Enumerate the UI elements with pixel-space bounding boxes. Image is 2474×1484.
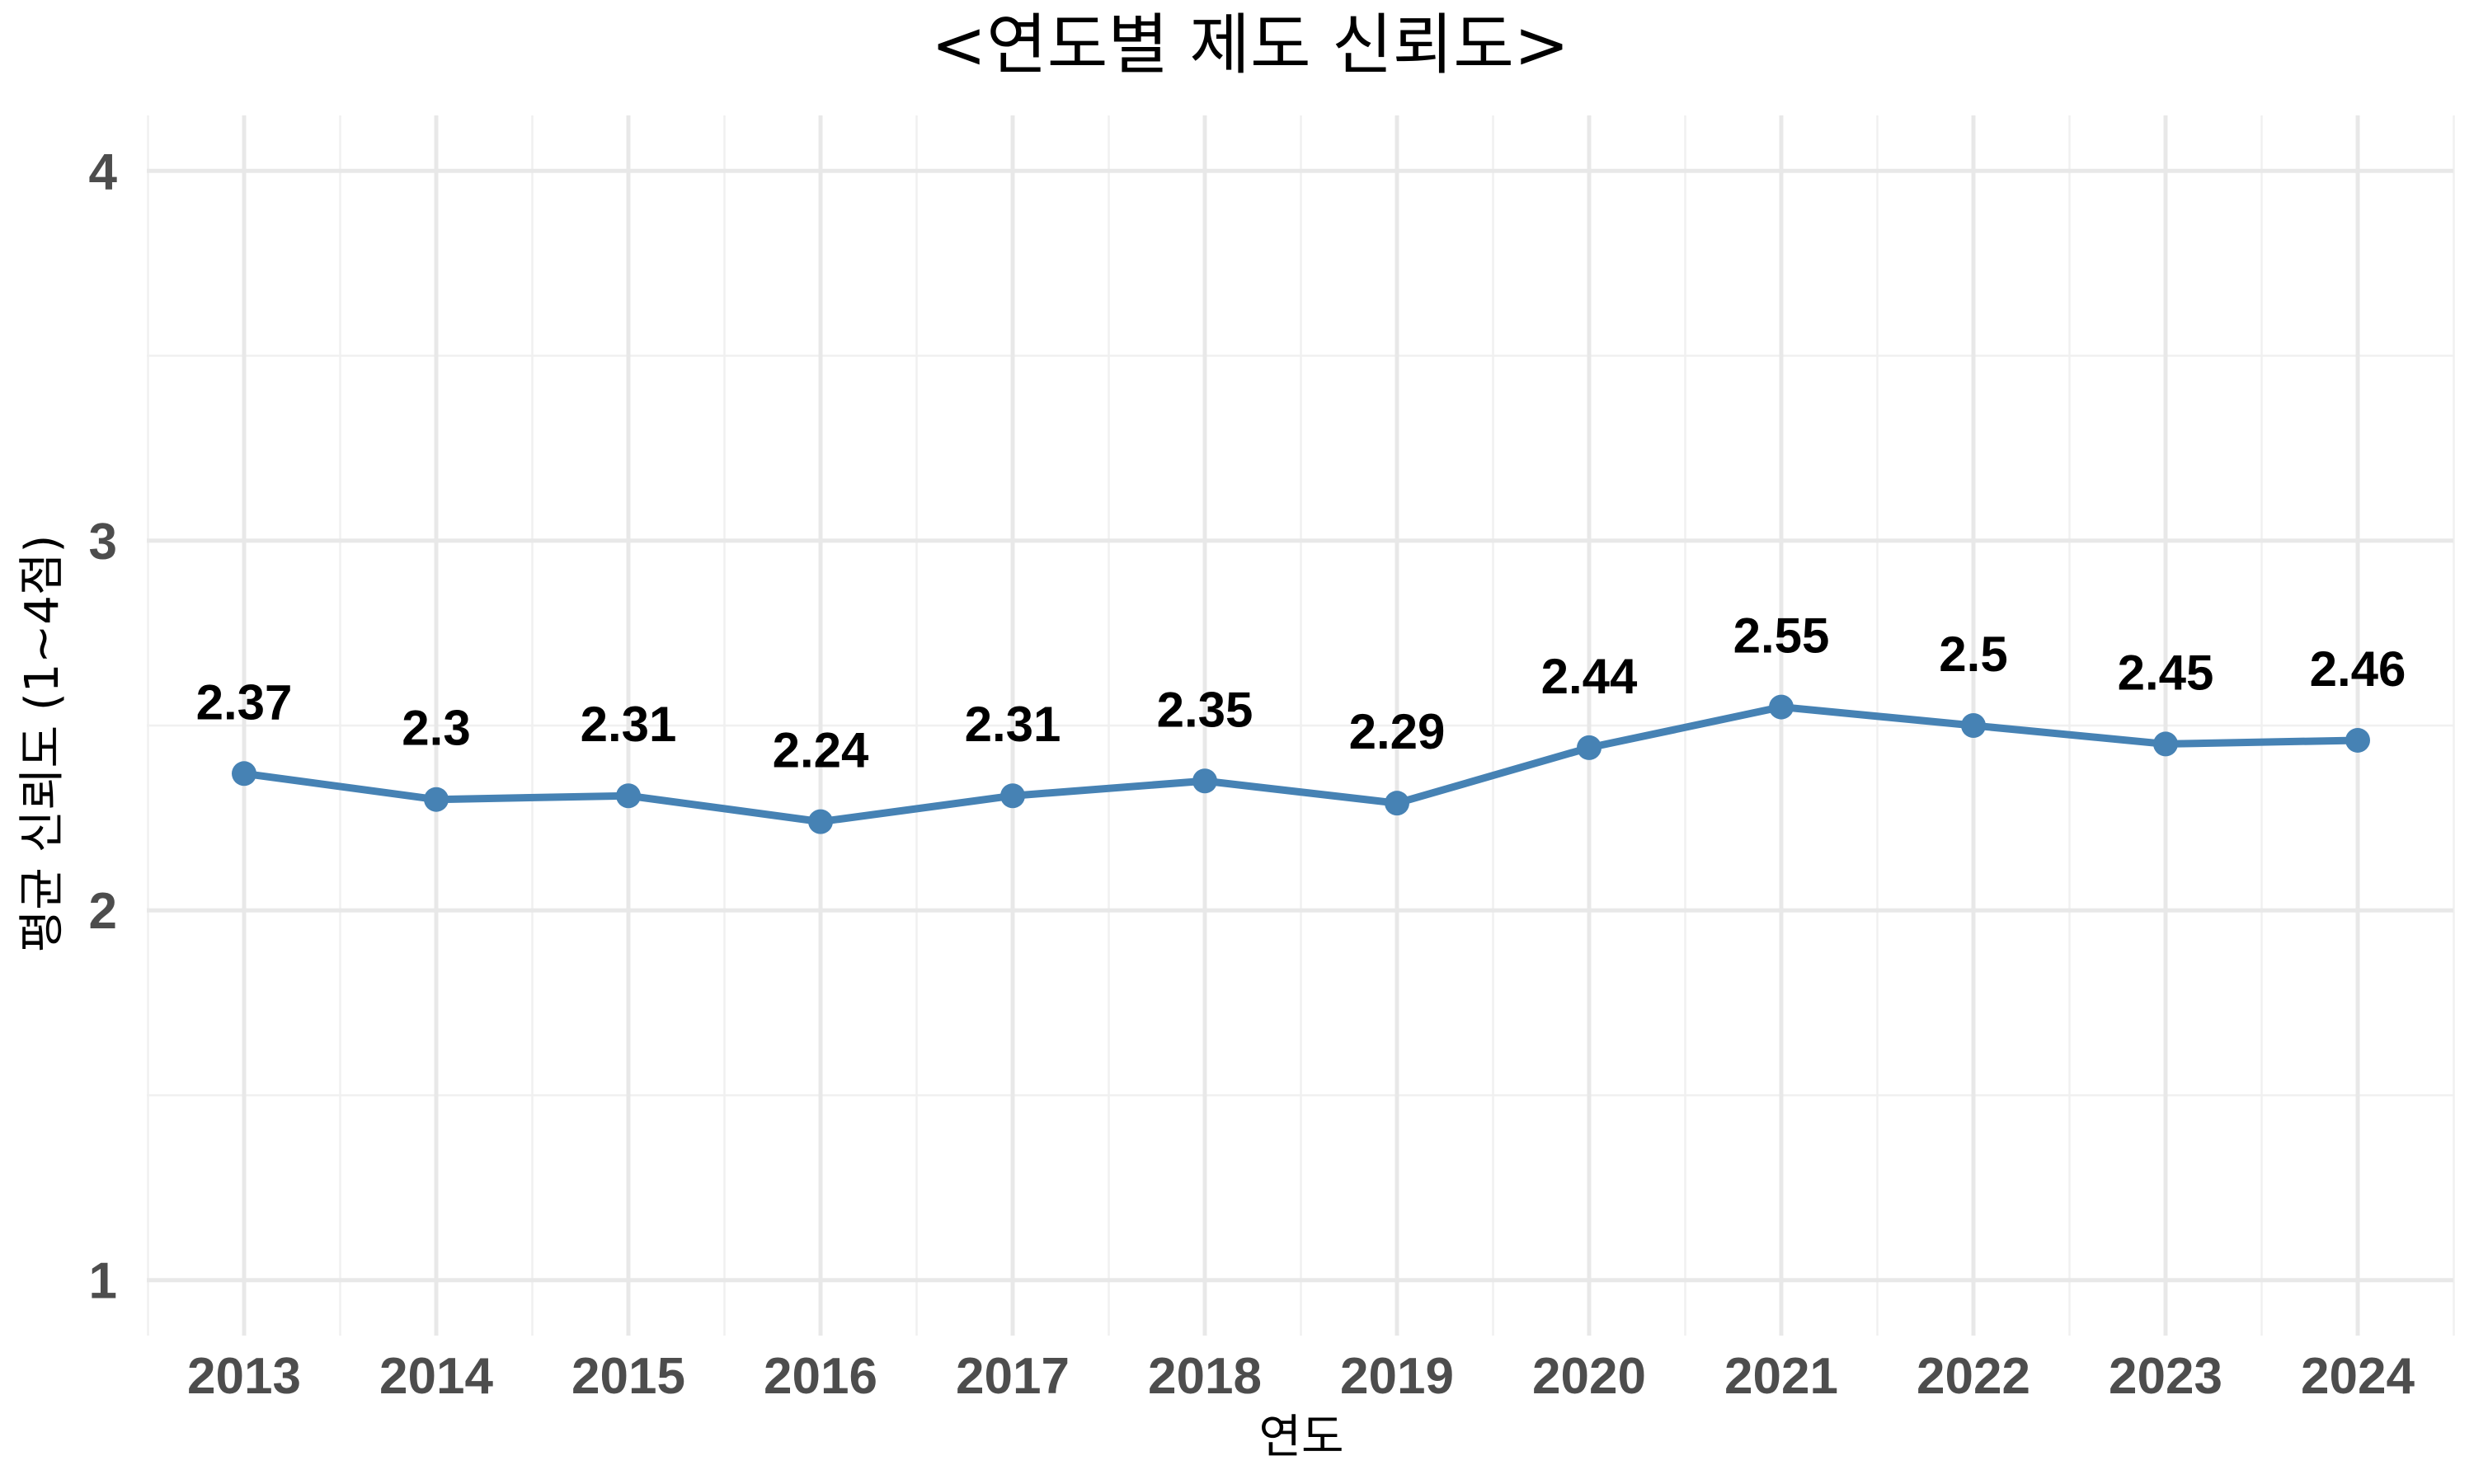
data-points-group	[232, 694, 2370, 834]
x-tick-label: 2018	[1148, 1348, 1262, 1405]
x-tick-label: 2016	[764, 1348, 877, 1405]
data-label-2015: 2.31	[581, 697, 677, 752]
chart-title: <연도별 제도 신뢰도>	[931, 7, 1569, 83]
data-point-2020	[1577, 735, 1602, 760]
x-tick-label: 2022	[1917, 1348, 2030, 1405]
y-tick-label: 1	[89, 1253, 117, 1310]
data-label-2024: 2.46	[2310, 641, 2406, 697]
x-tick-label: 2024	[2301, 1348, 2415, 1405]
y-axis-ticks: 1 2 3 4	[89, 143, 118, 1309]
data-point-2021	[1769, 694, 1794, 720]
data-point-2023	[2153, 731, 2178, 757]
data-point-2013	[232, 761, 256, 787]
data-point-2014	[424, 787, 449, 812]
x-tick-label: 2021	[1724, 1348, 1838, 1405]
x-tick-label: 2019	[1340, 1348, 1454, 1405]
y-tick-label: 3	[89, 514, 117, 571]
data-point-2024	[2345, 727, 2370, 753]
y-tick-label: 2	[89, 883, 117, 940]
data-labels-group: 2.37 2.3 2.31 2.24 2.31 2.35 2.29 2.44 2.55 2.5 2.…	[196, 608, 2406, 778]
x-tick-label: 2020	[1532, 1348, 1646, 1405]
data-label-2014: 2.3	[402, 701, 470, 756]
series-line-group	[240, 703, 2362, 826]
data-label-2017: 2.31	[965, 697, 1061, 752]
x-axis-label: 연도	[1258, 1411, 1343, 1464]
x-tick-label: 2017	[956, 1348, 1070, 1405]
data-point-2015	[616, 783, 641, 809]
data-label-2022: 2.5	[1939, 627, 2007, 682]
x-axis-ticks: 2013 2014 2015 2016 2017 2018 2019 2020 2021 2022…	[187, 1348, 2415, 1405]
data-point-2017	[1000, 783, 1025, 809]
x-tick-label: 2023	[2109, 1348, 2222, 1405]
y-axis-label: 평균 신뢰도 (1~4점)	[16, 535, 69, 953]
data-point-2016	[808, 809, 833, 834]
data-label-2020: 2.44	[1541, 649, 1638, 704]
grid-lines	[147, 115, 2455, 1336]
data-point-2018	[1192, 768, 1217, 794]
data-label-2016: 2.24	[773, 723, 869, 778]
data-label-2013: 2.37	[196, 674, 293, 730]
data-label-2023: 2.45	[2118, 645, 2214, 700]
series-line	[240, 703, 2362, 826]
data-point-2019	[1385, 791, 1409, 816]
data-point-2022	[1961, 713, 1986, 738]
x-tick-label: 2013	[187, 1348, 301, 1405]
y-tick-label: 4	[89, 143, 118, 200]
data-label-2018: 2.35	[1157, 682, 1253, 737]
data-label-2021: 2.55	[1733, 608, 1830, 664]
x-tick-label: 2015	[571, 1348, 685, 1405]
x-tick-label: 2014	[379, 1348, 493, 1405]
data-label-2019: 2.29	[1349, 704, 1446, 759]
